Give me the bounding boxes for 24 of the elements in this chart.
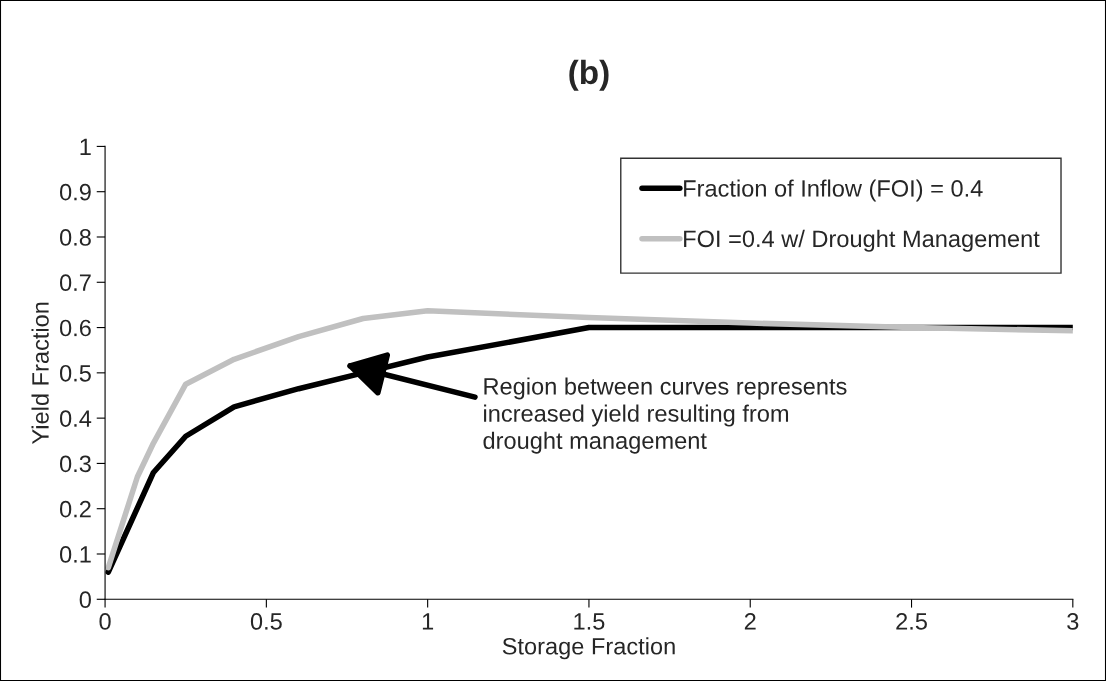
y-tick-label: 0.9 xyxy=(59,183,91,201)
legend-label: FOI =0.4 w/ Drought Management xyxy=(684,229,1040,252)
legend-label: Fraction of Inflow (FOI) = 0.4 xyxy=(684,179,983,202)
y-tick-label: 0.2 xyxy=(59,500,91,518)
y-tick-label: 0.3 xyxy=(59,455,91,473)
y-tick-label: 0.4 xyxy=(59,410,92,427)
y-tick-label: 0 xyxy=(79,591,91,609)
annotation: Region between curves represents increased yield resulting from drought management xyxy=(483,377,847,454)
y-tick-label: 0.1 xyxy=(59,546,91,563)
y-axis-title: Yield Fraction xyxy=(31,302,49,445)
y-tick-label: 0.8 xyxy=(59,229,91,246)
x-tick-label: 1 xyxy=(422,613,434,630)
x-axis-title: Storage Fraction xyxy=(502,637,675,660)
x-tick-label: 2.5 xyxy=(896,613,927,630)
y-tick-label: 0.7 xyxy=(59,274,91,292)
y-tick-label: 0.5 xyxy=(59,364,91,382)
x-tick-label: 1.5 xyxy=(574,613,605,630)
x-tick-label: 0.5 xyxy=(250,613,282,630)
x-tick-label: 0 xyxy=(99,613,111,630)
x-tick-label: 3 xyxy=(1067,613,1079,630)
y-tick-label: 0.6 xyxy=(59,319,91,337)
y-tick-label: 1 xyxy=(80,138,91,155)
chart-title: (b) xyxy=(569,59,609,91)
x-tick-label: 2 xyxy=(744,613,756,630)
